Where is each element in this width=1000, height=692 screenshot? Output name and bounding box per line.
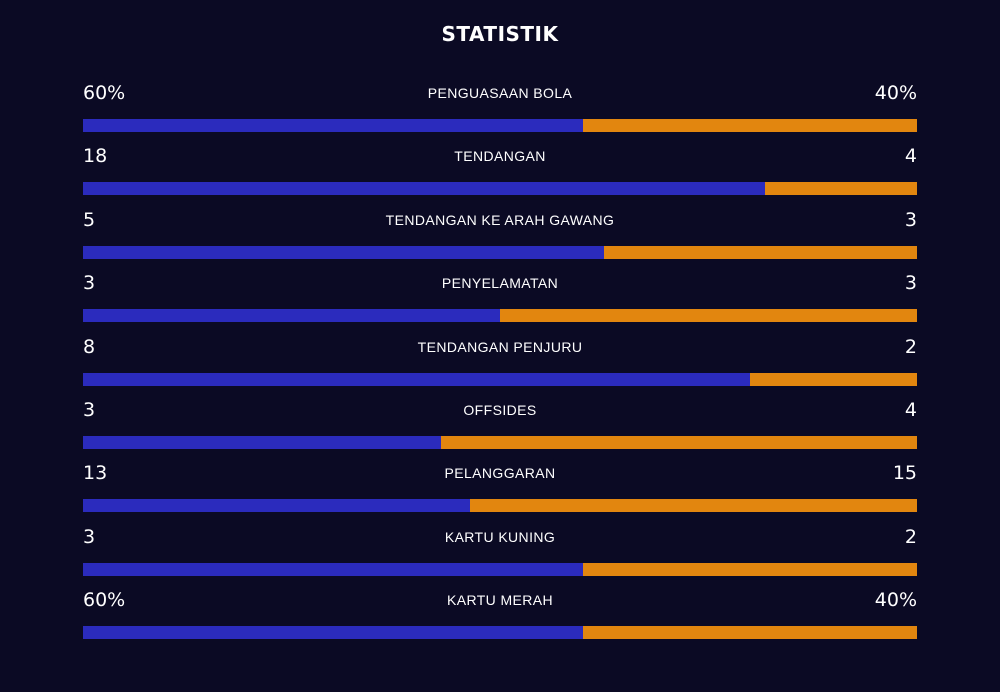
stat-row: 60% KARTU MERAH 40% [83,587,917,650]
home-bar-segment [83,119,583,132]
stat-comparison-bar [83,309,917,323]
home-bar-segment [83,309,500,323]
stat-label-line: 3 OFFSIDES 4 [83,397,917,425]
away-bar-segment [500,309,917,323]
stat-comparison-bar [83,562,917,576]
stat-label-line: 5 TENDANGAN KE ARAH GAWANG 3 [83,207,917,235]
stat-label-line: 60% KARTU MERAH 40% [83,587,917,615]
away-value: 40% [874,589,917,612]
stat-comparison-bar [83,499,917,513]
stat-comparison-bar [83,435,917,449]
stat-name: KARTU KUNING [444,528,556,545]
home-bar-segment [83,562,583,576]
away-value: 2 [904,525,917,548]
stat-comparison-bar [83,626,917,640]
away-bar-segment [604,245,917,259]
stat-name: TENDANGAN KE ARAH GAWANG [385,211,615,228]
away-bar-segment [583,119,917,132]
home-bar-segment [83,435,441,449]
stat-comparison-bar [83,119,917,132]
stat-row: 8 TENDANGAN PENJURU 2 [83,334,917,397]
away-value: 2 [904,335,917,358]
stat-row: 3 PENYELAMATAN 3 [83,270,917,333]
away-bar-segment [583,562,917,576]
away-value: 4 [904,145,917,168]
stat-name: OFFSIDES [463,401,537,418]
stat-comparison-bar [83,182,917,196]
stats-list: 60% PENGUASAAN BOLA 40% 18 TENDANGAN 4 5 TENDAN… [83,80,917,651]
stat-row: 60% PENGUASAAN BOLA 40% [83,80,917,143]
stat-row: 13 PELANGGARAN 15 [83,460,917,523]
home-bar-segment [83,499,470,513]
home-value: 3 [83,398,96,421]
stat-row: 18 TENDANGAN 4 [83,143,917,206]
stat-name: PENGUASAAN BOLA [427,85,573,101]
home-bar-segment [83,182,765,196]
away-value: 40% [874,82,917,104]
stat-label-line: 18 TENDANGAN 4 [83,143,917,171]
home-bar-segment [83,626,583,640]
stat-label-line: 60% PENGUASAAN BOLA 40% [83,80,917,108]
stat-name: PENYELAMATAN [441,275,559,292]
home-value: 13 [83,462,108,485]
stat-row: 3 KARTU KUNING 2 [83,524,917,587]
stat-name: TENDANGAN [454,148,546,165]
home-value: 60% [83,82,126,104]
home-value: 3 [83,272,96,295]
away-bar-segment [583,626,917,640]
stat-comparison-bar [83,245,917,259]
stat-name: KARTU MERAH [446,592,554,609]
stat-label-line: 3 KARTU KUNING 2 [83,524,917,552]
stats-title: STATISTIK [441,22,559,46]
away-value: 15 [892,462,917,485]
stat-name: PELANGGARAN [444,465,556,482]
away-bar-segment [470,499,917,513]
stat-label-line: 13 PELANGGARAN 15 [83,460,917,488]
away-value: 3 [904,208,917,231]
home-bar-segment [83,245,604,259]
away-bar-segment [765,182,917,196]
stat-label-line: 8 TENDANGAN PENJURU 2 [83,334,917,362]
home-bar-segment [83,372,750,386]
home-value: 8 [83,335,96,358]
stat-name: TENDANGAN PENJURU [417,338,583,355]
home-value: 3 [83,525,96,548]
home-value: 5 [83,208,96,231]
home-value: 18 [83,145,108,168]
stat-comparison-bar [83,372,917,386]
stat-row: 3 OFFSIDES 4 [83,397,917,460]
stat-label-line: 3 PENYELAMATAN 3 [83,270,917,298]
away-bar-segment [441,435,917,449]
home-value: 60% [83,589,126,612]
away-value: 4 [904,398,917,421]
away-bar-segment [750,372,917,386]
stat-row: 5 TENDANGAN KE ARAH GAWANG 3 [83,207,917,270]
away-value: 3 [904,272,917,295]
